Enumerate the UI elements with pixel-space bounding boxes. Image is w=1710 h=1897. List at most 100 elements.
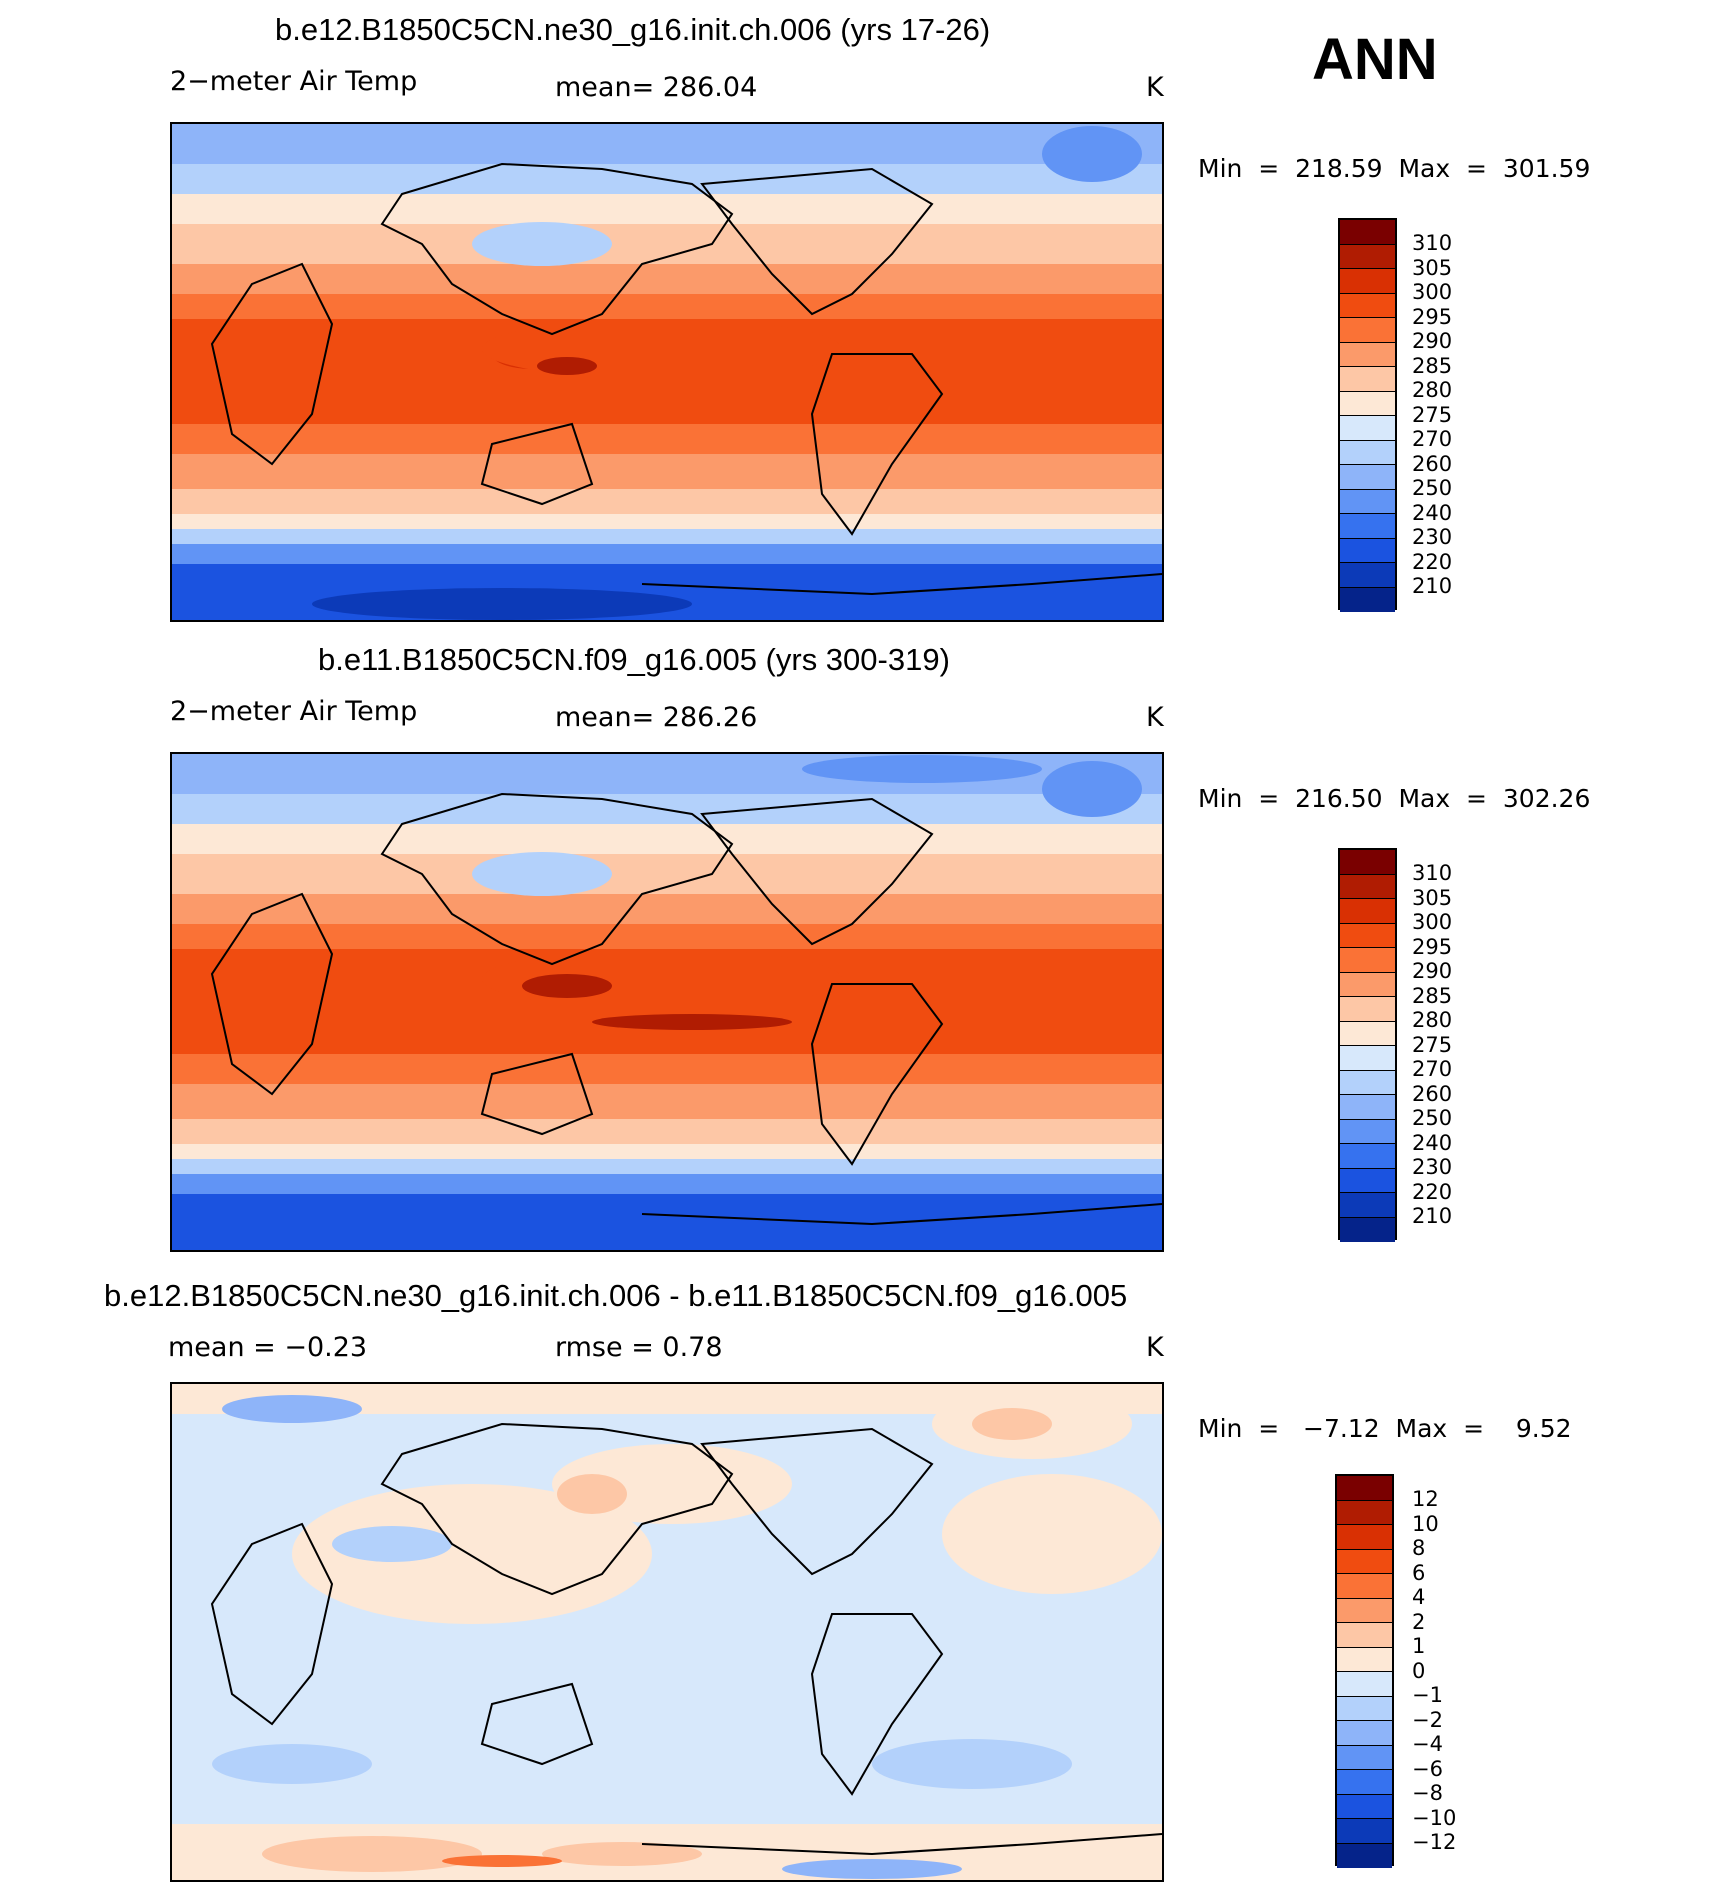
panel-3-colorbar xyxy=(1335,1474,1394,1868)
colorbar-swatch xyxy=(1340,1217,1395,1242)
panel-2-mean: mean= 286.26 xyxy=(555,702,758,733)
colorbar-label: 260 xyxy=(1412,1082,1453,1106)
colorbar-label: 310 xyxy=(1412,231,1453,255)
colorbar-label: 270 xyxy=(1412,427,1453,451)
panel-3-difference-field xyxy=(172,1384,1162,1880)
panel-1-map xyxy=(170,122,1164,622)
panel-1-variable: 2−meter Air Temp xyxy=(170,66,418,97)
colorbar-swatch xyxy=(1340,489,1395,514)
colorbar-swatch xyxy=(1340,220,1395,245)
panel-2-colorbar xyxy=(1338,848,1397,1242)
colorbar-swatch xyxy=(1337,1500,1392,1525)
panel-1-title: b.e12.B1850C5CN.ne30_g16.init.ch.006 (yr… xyxy=(275,12,991,47)
colorbar-swatch xyxy=(1337,1476,1392,1501)
colorbar-swatch xyxy=(1337,1672,1392,1697)
colorbar-swatch xyxy=(1340,587,1395,612)
colorbar-swatch xyxy=(1340,440,1395,465)
panel-2-title: b.e11.B1850C5CN.f09_g16.005 (yrs 300-319… xyxy=(318,642,950,677)
colorbar-swatch xyxy=(1337,1843,1392,1868)
panel-1-temperature-field xyxy=(172,124,1162,620)
colorbar-label: 285 xyxy=(1412,984,1453,1008)
colorbar-label: 0 xyxy=(1412,1659,1426,1683)
colorbar-swatch xyxy=(1340,342,1395,367)
colorbar-label: 260 xyxy=(1412,452,1453,476)
colorbar-swatch xyxy=(1340,465,1395,490)
colorbar-label: 310 xyxy=(1412,861,1453,885)
colorbar-label: 240 xyxy=(1412,501,1453,525)
colorbar-label: 220 xyxy=(1412,550,1453,574)
colorbar-swatch xyxy=(1340,416,1395,441)
colorbar-label: 275 xyxy=(1412,403,1453,427)
colorbar-label: 220 xyxy=(1412,1180,1453,1204)
colorbar-label: 250 xyxy=(1412,476,1453,500)
colorbar-swatch xyxy=(1340,948,1395,973)
colorbar-swatch xyxy=(1337,1819,1392,1844)
colorbar-label: 295 xyxy=(1412,935,1453,959)
colorbar-swatch xyxy=(1340,293,1395,318)
colorbar-label: 2 xyxy=(1412,1610,1426,1634)
colorbar-swatch xyxy=(1337,1574,1392,1599)
colorbar-label: 250 xyxy=(1412,1106,1453,1130)
colorbar-swatch xyxy=(1340,997,1395,1022)
colorbar-label: 4 xyxy=(1412,1585,1426,1609)
colorbar-label: 230 xyxy=(1412,525,1453,549)
colorbar-swatch xyxy=(1340,874,1395,899)
panel-3-units: K xyxy=(1146,1332,1164,1363)
panel-3-title: b.e12.B1850C5CN.ne30_g16.init.ch.006 - b… xyxy=(104,1278,1128,1313)
panel-1-colorbar xyxy=(1338,218,1397,612)
colorbar-swatch xyxy=(1340,972,1395,997)
panel-1-mean: mean= 286.04 xyxy=(555,72,758,103)
colorbar-label: 300 xyxy=(1412,910,1453,934)
colorbar-swatch xyxy=(1340,563,1395,588)
colorbar-swatch xyxy=(1340,923,1395,948)
panel-2-temperature-field xyxy=(172,754,1162,1250)
colorbar-swatch xyxy=(1340,391,1395,416)
colorbar-swatch xyxy=(1340,269,1395,294)
colorbar-label: 285 xyxy=(1412,354,1453,378)
colorbar-swatch xyxy=(1337,1598,1392,1623)
panel-3-rmse: rmse = 0.78 xyxy=(555,1332,723,1363)
colorbar-swatch xyxy=(1340,1144,1395,1169)
colorbar-swatch xyxy=(1337,1770,1392,1795)
colorbar-swatch xyxy=(1340,850,1395,875)
colorbar-label: 290 xyxy=(1412,959,1453,983)
colorbar-swatch xyxy=(1340,244,1395,269)
colorbar-swatch xyxy=(1337,1721,1392,1746)
colorbar-swatch xyxy=(1337,1623,1392,1648)
colorbar-swatch xyxy=(1340,1046,1395,1071)
colorbar-swatch xyxy=(1337,1794,1392,1819)
colorbar-label: −8 xyxy=(1412,1781,1443,1805)
colorbar-swatch xyxy=(1340,538,1395,563)
colorbar-swatch xyxy=(1340,899,1395,924)
colorbar-label: 290 xyxy=(1412,329,1453,353)
colorbar-label: −10 xyxy=(1412,1806,1457,1830)
panel-2-units: K xyxy=(1146,702,1164,733)
colorbar-swatch xyxy=(1337,1647,1392,1672)
colorbar-swatch xyxy=(1340,1021,1395,1046)
colorbar-swatch xyxy=(1337,1696,1392,1721)
colorbar-label: −1 xyxy=(1412,1683,1443,1707)
season-label: ANN xyxy=(1312,27,1438,92)
colorbar-swatch xyxy=(1337,1525,1392,1550)
panel-2-minmax: Min = 216.50 Max = 302.26 xyxy=(1198,784,1591,813)
colorbar-label: 280 xyxy=(1412,378,1453,402)
colorbar-label: −6 xyxy=(1412,1757,1443,1781)
colorbar-label: −12 xyxy=(1412,1830,1457,1854)
colorbar-label: −4 xyxy=(1412,1732,1443,1756)
colorbar-label: 210 xyxy=(1412,1204,1453,1228)
colorbar-label: 10 xyxy=(1412,1512,1439,1536)
colorbar-swatch xyxy=(1340,1168,1395,1193)
colorbar-label: 295 xyxy=(1412,305,1453,329)
panel-1-units: K xyxy=(1146,72,1164,103)
colorbar-swatch xyxy=(1337,1549,1392,1574)
colorbar-swatch xyxy=(1337,1745,1392,1770)
colorbar-label: 305 xyxy=(1412,256,1453,280)
colorbar-label: 280 xyxy=(1412,1008,1453,1032)
colorbar-swatch xyxy=(1340,367,1395,392)
colorbar-label: 305 xyxy=(1412,886,1453,910)
colorbar-label: 1 xyxy=(1412,1634,1426,1658)
colorbar-label: 8 xyxy=(1412,1536,1426,1560)
colorbar-label: 12 xyxy=(1412,1487,1439,1511)
colorbar-swatch xyxy=(1340,1119,1395,1144)
panel-3-map xyxy=(170,1382,1164,1882)
